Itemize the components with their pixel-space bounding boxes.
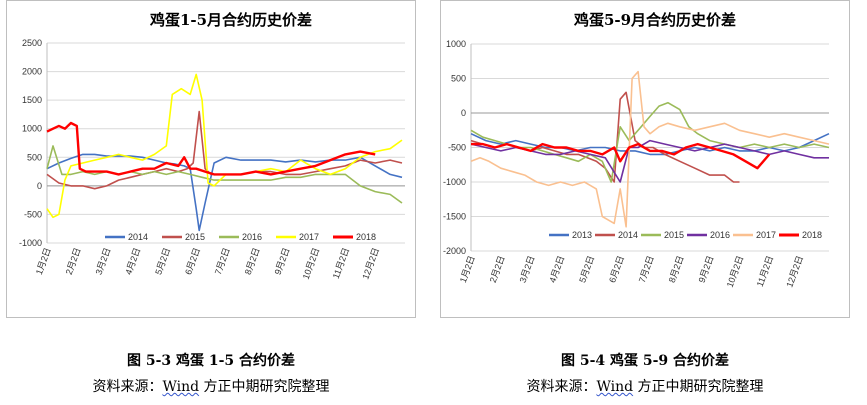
x-tick-label: 8月2日 <box>667 254 686 284</box>
chart-1-5-spread: 鸡蛋1-5月合约历史价差 2500 2000 1500 1000 500 0 -500 -100… <box>19 11 405 281</box>
y-tick-label: -1000 <box>19 238 42 248</box>
series-line-2015 <box>470 101 830 183</box>
y-tick-label: 2500 <box>22 38 42 48</box>
x-tick-label: 5月2日 <box>153 246 172 276</box>
legend-label-2015: 2015 <box>664 230 684 240</box>
y-tick-label: -1500 <box>443 212 466 222</box>
y-tick-label: 1000 <box>446 39 466 49</box>
chart-title: 鸡蛋5-9月合约历史价差 <box>573 11 736 29</box>
legend-label-2015: 2015 <box>185 232 205 242</box>
y-tick-label: 0 <box>461 108 466 118</box>
legend-label-2017: 2017 <box>299 232 319 242</box>
x-tick-label: 8月2日 <box>243 246 262 276</box>
x-tick-label: 11月2日 <box>755 254 775 288</box>
legend-label-2018: 2018 <box>802 230 822 240</box>
y-tick-label: 1000 <box>22 124 42 134</box>
series-line-2017 <box>46 73 403 219</box>
legend-label-2018: 2018 <box>356 232 376 242</box>
x-tick-label: 3月2日 <box>94 246 113 276</box>
x-tick-label: 4月2日 <box>123 246 142 276</box>
x-tick-label: 5月2日 <box>577 254 596 284</box>
y-tick-label: 500 <box>27 152 42 162</box>
source-rest: 方正中期研究院整理 <box>199 379 330 395</box>
y-tick-label: -500 <box>24 209 42 219</box>
legend-label-2016: 2016 <box>242 232 262 242</box>
series-line-2016 <box>470 139 829 183</box>
x-tick-label: 6月2日 <box>183 246 202 276</box>
y-tick-label: 1500 <box>22 95 42 105</box>
series-line-2017 <box>470 70 830 228</box>
x-tick-label: 1月2日 <box>34 246 53 276</box>
x-tick-label: 9月2日 <box>697 254 716 284</box>
chart-title: 鸡蛋1-5月合约历史价差 <box>149 11 312 29</box>
x-tick-label: 12月2日 <box>360 246 381 280</box>
source-prefix: 资料来源： <box>92 379 163 395</box>
x-tick-label: 1月2日 <box>458 254 477 284</box>
chart-5-9-spread: 鸡蛋5-9月合约历史价差10005000-500-1000-1500-20001… <box>443 11 830 289</box>
x-tick-label: 7月2日 <box>213 246 232 276</box>
series-line-2015 <box>46 110 403 190</box>
caption-figure-5-4: 图 5-4 鸡蛋 5-9 合约价差 资料来源：Wind 方正中期研究院整理 <box>440 350 850 396</box>
x-tick-label: 4月2日 <box>547 254 566 284</box>
caption-title: 图 5-3 鸡蛋 1-5 合约价差 <box>126 353 296 369</box>
legend-label-2014: 2014 <box>128 232 148 242</box>
source-prefix: 资料来源： <box>526 379 597 395</box>
caption-figure-5-3: 图 5-3 鸡蛋 1-5 合约价差 资料来源：Wind 方正中期研究院整理 <box>6 350 416 396</box>
chart-panel-5-9: 鸡蛋5-9月合约历史价差 1000 500 0 -500 -1000 -1500 -2000 1… <box>440 0 850 318</box>
series-line-2018 <box>471 142 771 170</box>
x-tick-label: 9月2日 <box>273 246 292 276</box>
x-tick-label: 11月2日 <box>331 246 351 280</box>
chart-panel-1-5: 鸡蛋1-5月合约历史价差 2500 2000 1500 1000 500 0 -500 -100… <box>6 0 416 318</box>
series-line-2018 <box>46 121 376 176</box>
y-tick-label: 0 <box>37 181 42 191</box>
x-tick-label: 7月2日 <box>637 254 656 284</box>
x-tick-label: 12月2日 <box>784 254 805 288</box>
caption-source: 资料来源：Wind 方正中期研究院整理 <box>440 376 850 396</box>
source-rest: 方正中期研究院整理 <box>633 379 764 395</box>
y-tick-label: -1000 <box>443 177 466 187</box>
x-tick-label: 10月2日 <box>725 254 746 288</box>
x-tick-label: 3月2日 <box>518 254 537 284</box>
caption-title: 图 5-4 鸡蛋 5-9 合约价差 <box>560 353 730 369</box>
x-tick-label: 6月2日 <box>607 254 626 284</box>
legend-label-2017: 2017 <box>756 230 776 240</box>
source-org: Wind <box>596 379 634 395</box>
legend-label-2013: 2013 <box>572 230 592 240</box>
y-tick-label: -500 <box>448 143 466 153</box>
y-tick-label: -2000 <box>443 246 466 256</box>
legend-label-2016: 2016 <box>710 230 730 240</box>
y-tick-label: 500 <box>451 74 466 84</box>
y-tick-label: 2000 <box>22 67 42 77</box>
source-org: Wind <box>162 379 200 395</box>
x-tick-label: 2月2日 <box>488 254 507 284</box>
series-line-2016 <box>46 145 403 204</box>
x-tick-label: 10月2日 <box>301 246 322 280</box>
legend-label-2014: 2014 <box>618 230 638 240</box>
x-tick-label: 2月2日 <box>64 246 83 276</box>
caption-source: 资料来源：Wind 方正中期研究院整理 <box>6 376 416 396</box>
